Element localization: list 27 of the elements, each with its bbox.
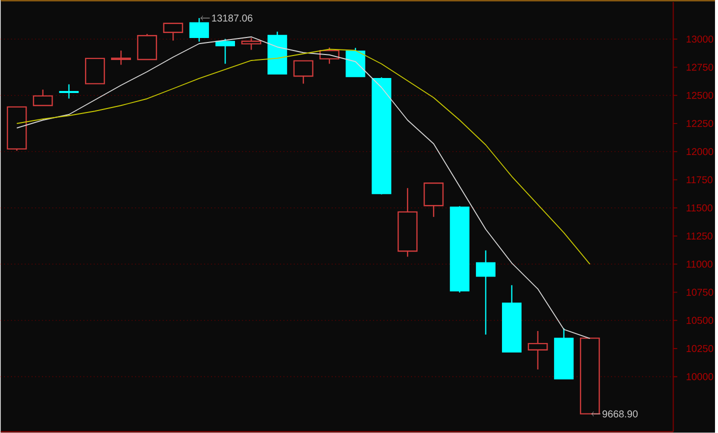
candlestick: [424, 182, 444, 218]
y-tick-label: 10000: [686, 373, 714, 380]
candlestick: [293, 60, 314, 84]
candlestick: [32, 89, 53, 106]
y-tick-label: 13000: [686, 36, 714, 43]
y-tick-label: 11250: [686, 232, 712, 240]
y-tick-label: 12250: [686, 120, 714, 128]
candlestick: [241, 37, 262, 50]
y-tick-label: 12500: [686, 92, 714, 99]
y-tick-label: 11000: [686, 260, 712, 268]
y-tick-label: 11750: [686, 176, 712, 184]
candlestick: [189, 18, 209, 42]
y-tick-label: 12000: [686, 148, 714, 156]
candlestick: [476, 250, 496, 336]
candlestick: [215, 38, 235, 64]
y-tick-label: 10500: [686, 316, 714, 324]
y-tick-label: 10750: [686, 288, 714, 296]
candlestick: [111, 50, 131, 66]
annotation: 9668.90: [602, 410, 638, 418]
annotation: 13187.06: [212, 14, 252, 22]
y-tick-label: 10250: [686, 345, 714, 352]
candlestick: [59, 84, 79, 100]
candlestick: [528, 330, 548, 370]
y-tick-label: 11500: [686, 204, 712, 212]
candlestick: [137, 33, 158, 60]
y-tick-label: 12750: [686, 64, 714, 71]
candlestick: [163, 22, 184, 42]
